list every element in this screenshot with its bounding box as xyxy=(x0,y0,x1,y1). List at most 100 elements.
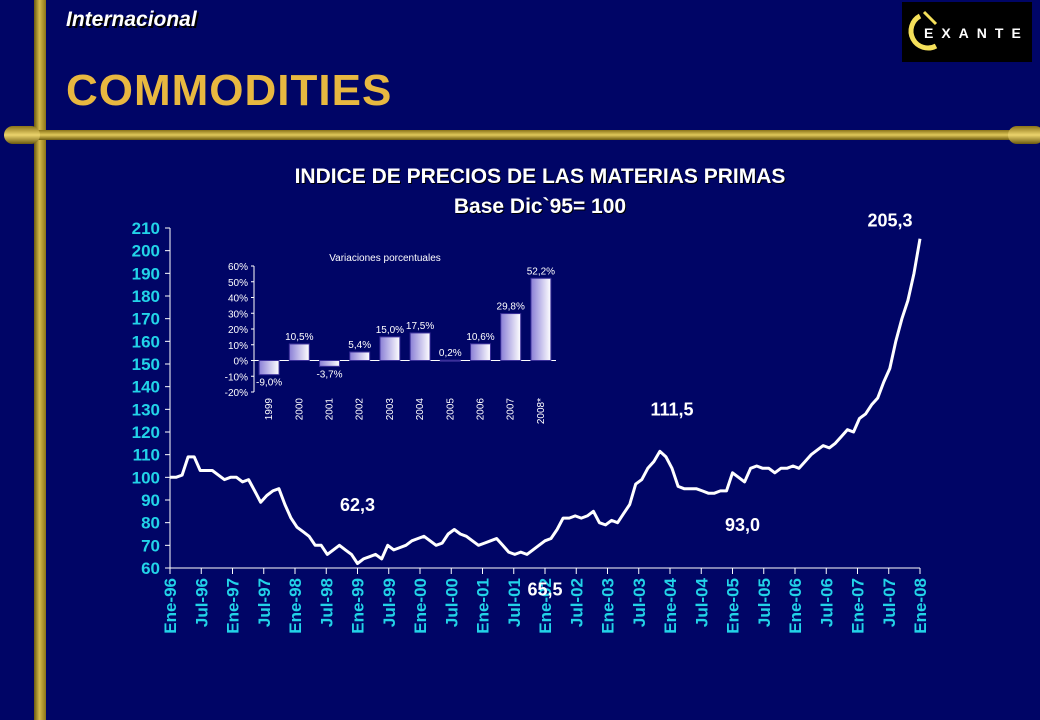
inset-bar xyxy=(409,332,431,361)
page-title: COMMODITIES xyxy=(66,66,393,115)
gold-vertical-bar xyxy=(34,0,46,720)
inset-bar xyxy=(258,360,280,376)
y-tick-label: 160 xyxy=(132,332,160,351)
x-tick-label: Ene-08 xyxy=(911,578,930,634)
inset-y-tick-label: 30% xyxy=(228,309,248,320)
y-tick-label: 70 xyxy=(141,536,160,555)
y-tick-label: 120 xyxy=(132,423,160,442)
series-line xyxy=(170,238,922,565)
data-label: 62,3 xyxy=(340,495,375,515)
gold-horizontal-bar xyxy=(10,130,1032,140)
x-tick-label: Jul-05 xyxy=(755,578,774,627)
y-tick-label: 200 xyxy=(132,242,160,261)
inset-category-label: 2002 xyxy=(355,398,366,421)
inset-category-label: 2001 xyxy=(325,398,336,421)
inset-value-label: 52,2% xyxy=(527,266,555,277)
inset-bar xyxy=(530,277,552,361)
inset-category-label: 2005 xyxy=(445,398,456,421)
inset-bar xyxy=(349,351,371,361)
inset-value-label: 10,6% xyxy=(466,332,494,343)
inset-category-label: 2000 xyxy=(294,398,305,421)
y-tick-label: 210 xyxy=(132,219,160,238)
gold-bar-cap-left xyxy=(4,126,40,144)
exante-logo: EXANTE xyxy=(902,2,1032,62)
inset-category-label: 2004 xyxy=(415,398,426,421)
inset-bar xyxy=(288,343,310,361)
y-tick-label: 170 xyxy=(132,310,160,329)
y-tick-label: 140 xyxy=(132,378,160,397)
x-tick-label: Jul-06 xyxy=(817,578,836,627)
y-tick-label: 80 xyxy=(141,514,160,533)
inset-category-label: 2006 xyxy=(476,398,487,421)
x-tick-label: Ene-06 xyxy=(786,578,805,634)
gold-bar-cap-right xyxy=(1008,126,1040,144)
data-label: 205,3 xyxy=(867,211,912,231)
x-tick-label: Jul-98 xyxy=(317,578,336,627)
x-tick-label: Jul-97 xyxy=(255,578,274,627)
x-tick-label: Ene-02 xyxy=(536,578,555,634)
y-tick-label: 130 xyxy=(132,400,160,419)
data-label: 93,0 xyxy=(725,515,760,535)
inset-bar xyxy=(379,336,401,361)
inset-y-tick-label: 20% xyxy=(228,325,248,336)
y-tick-label: 60 xyxy=(141,559,160,578)
data-label: 111,5 xyxy=(650,399,693,419)
y-tick-label: 150 xyxy=(132,355,160,374)
x-tick-label: Ene-05 xyxy=(724,578,743,634)
x-tick-label: Ene-04 xyxy=(661,577,680,633)
x-tick-label: Ene-97 xyxy=(224,578,243,634)
data-label: 65,5 xyxy=(527,580,562,600)
inset-bar xyxy=(470,343,491,361)
inset-value-label: 0,2% xyxy=(439,348,462,359)
y-tick-label: 90 xyxy=(141,491,160,510)
chart-title: INDICE DE PRECIOS DE LAS MATERIAS PRIMAS… xyxy=(140,162,940,222)
inset-bar xyxy=(500,313,522,362)
inset-title: Variaciones porcentuales xyxy=(329,253,441,264)
inset-bar xyxy=(319,360,340,367)
inset-value-label: 5,4% xyxy=(348,340,371,351)
x-tick-label: Ene-96 xyxy=(161,578,180,634)
x-tick-label: Ene-07 xyxy=(849,578,868,634)
x-tick-label: Ene-03 xyxy=(599,578,618,634)
inset-value-label: 17,5% xyxy=(406,321,434,332)
inset-value-label: 15,0% xyxy=(376,325,404,336)
y-tick-label: 110 xyxy=(133,446,160,465)
inset-y-tick-label: 10% xyxy=(228,341,248,352)
svg-text:EXANTE: EXANTE xyxy=(924,25,1029,41)
section-label: Internacional xyxy=(66,8,197,31)
inset-y-tick-label: 60% xyxy=(228,262,248,273)
inset-bar xyxy=(439,359,461,362)
x-tick-label: Ene-99 xyxy=(349,578,368,634)
inset-value-label: -9,0% xyxy=(256,378,282,389)
x-tick-label: Jul-01 xyxy=(505,578,524,627)
inset-y-tick-label: -20% xyxy=(225,388,248,399)
inset-category-label: 1999 xyxy=(264,398,275,421)
inset-bar-chart: Variaciones porcentuales -20% -10% 0% 10% 20%… xyxy=(225,253,556,424)
x-tick-label: Ene-01 xyxy=(474,578,493,634)
x-tick-label: Jul-07 xyxy=(880,578,899,627)
inset-category-label: 2008* xyxy=(536,398,547,424)
chart-title-main: INDICE DE PRECIOS DE LAS MATERIAS PRIMAS xyxy=(294,165,786,188)
x-tick-label: Jul-99 xyxy=(380,578,399,627)
inset-category-label: 2007 xyxy=(506,398,517,421)
y-tick-label: 100 xyxy=(132,468,160,487)
inset-value-label: 10,5% xyxy=(285,332,313,343)
x-tick-label: Ene-00 xyxy=(411,578,430,634)
x-tick-label: Jul-02 xyxy=(567,578,586,627)
inset-value-label: 29,8% xyxy=(497,302,525,313)
inset-y-tick-label: -10% xyxy=(225,372,248,383)
x-tick-label: Jul-96 xyxy=(192,578,211,627)
chart-subtitle: Base Dic`95= 100 xyxy=(453,195,627,218)
inset-y-tick-label: 40% xyxy=(228,294,248,305)
inset-y-tick-label: 50% xyxy=(228,278,248,289)
x-tick-label: Jul-00 xyxy=(442,578,461,627)
logo-mark: EXANTE xyxy=(908,10,1029,51)
y-tick-label: 180 xyxy=(132,287,160,306)
x-tick-label: Jul-04 xyxy=(692,577,711,627)
y-tick-label: 190 xyxy=(132,264,160,283)
inset-category-label: 2003 xyxy=(385,398,396,421)
inset-y-tick-label: 0% xyxy=(234,357,249,368)
inset-value-label: -3,7% xyxy=(316,369,342,380)
x-tick-label: Ene-98 xyxy=(286,578,305,634)
